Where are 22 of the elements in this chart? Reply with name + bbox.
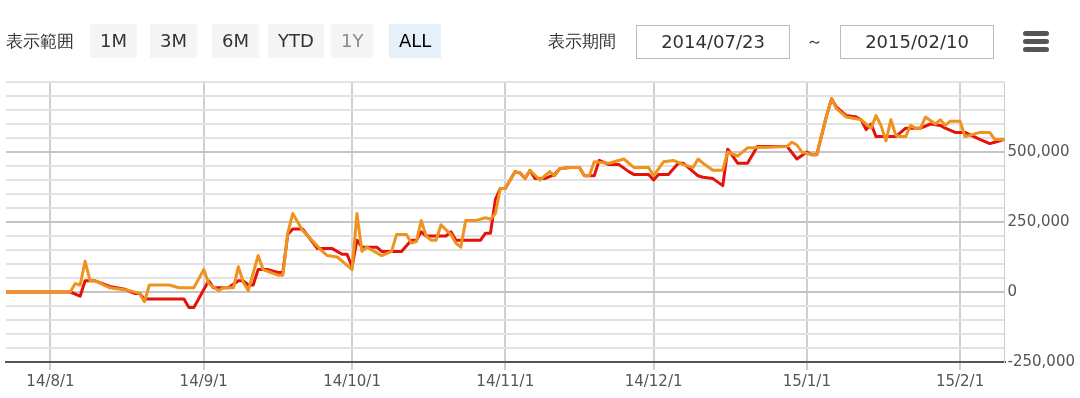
y-tick-label: 0 xyxy=(1007,281,1018,300)
text: 6M xyxy=(212,24,259,58)
text: 表示期間 xyxy=(548,30,616,53)
x-tick-label: 14/8/1 xyxy=(26,371,75,390)
text: 表示範囲 xyxy=(6,30,74,53)
x-tick-label: 14/11/1 xyxy=(476,371,535,390)
x-tick-label: 15/1/1 xyxy=(782,371,831,390)
text: 1M xyxy=(90,24,137,58)
text: 3M xyxy=(150,24,197,58)
text: ～ xyxy=(806,30,823,53)
text: YTD xyxy=(268,24,324,58)
x-tick-label: 14/12/1 xyxy=(624,371,683,390)
x-tick-label: 15/2/1 xyxy=(935,371,985,390)
x-tick-label: 14/10/1 xyxy=(323,371,381,390)
text: 2015/02/10 xyxy=(840,25,994,59)
x-tick-label: 14/9/1 xyxy=(179,371,228,390)
y-tick-label: -250,000 xyxy=(1007,351,1076,370)
text: 2014/07/23 xyxy=(636,25,790,59)
y-tick-label: 250,000 xyxy=(1007,211,1070,230)
y-tick-label: 500,000 xyxy=(1007,141,1070,160)
text: ALL xyxy=(389,24,442,58)
text: 1Y xyxy=(331,24,374,58)
